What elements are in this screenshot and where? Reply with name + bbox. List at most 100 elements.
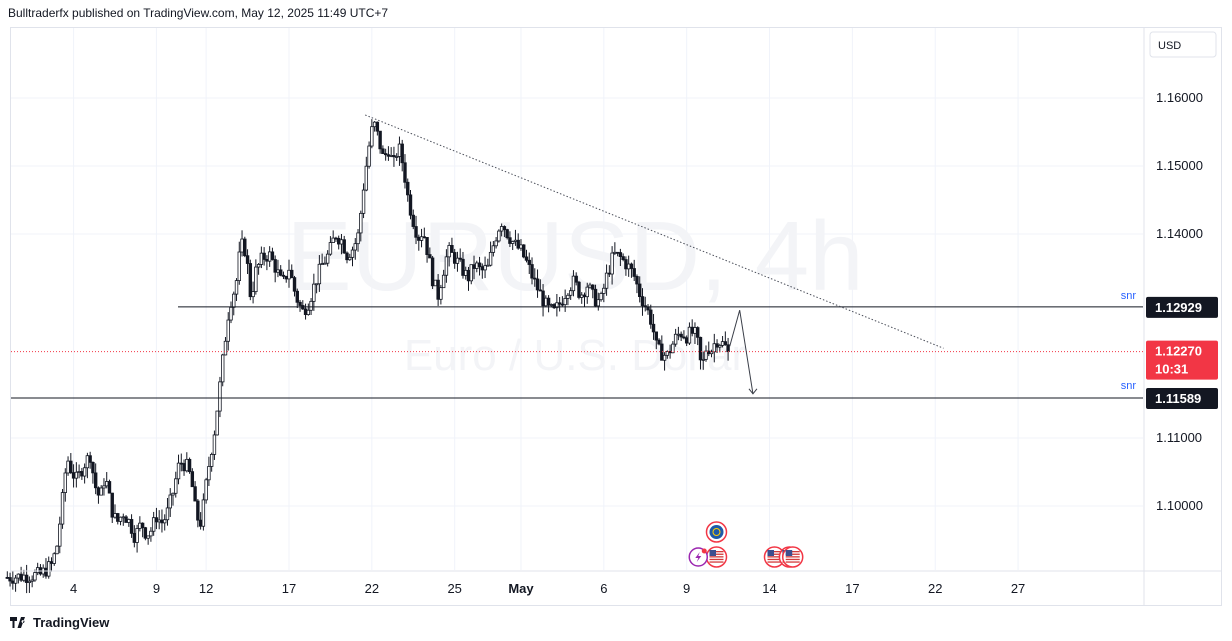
candle <box>243 236 247 258</box>
candle <box>524 249 529 263</box>
us-flag-event-icon[interactable] <box>705 546 728 568</box>
candle <box>121 513 125 526</box>
us-flag-event-icon[interactable] <box>763 546 786 568</box>
candle <box>356 229 360 252</box>
candle <box>566 293 570 306</box>
candle <box>317 255 322 292</box>
currency-box[interactable] <box>1149 31 1217 58</box>
candle <box>124 515 128 523</box>
horizontal-levels[interactable]: snr snr <box>11 290 1143 399</box>
time-axis[interactable]: 4 9 12 17 22 25 May 6 9 14 17 22 27 <box>70 581 1025 596</box>
candle <box>176 454 181 485</box>
lower-snr-badge: 1.11589 <box>1146 387 1218 409</box>
candle <box>232 291 236 316</box>
candle <box>461 251 465 279</box>
candle <box>165 497 170 526</box>
candle <box>276 259 280 278</box>
candle <box>654 331 658 350</box>
candle <box>577 280 581 300</box>
candle <box>63 468 67 502</box>
projection-arrow[interactable] <box>729 310 754 394</box>
candle <box>665 350 670 359</box>
candle <box>585 282 589 304</box>
svg-text:10:31: 10:31 <box>1155 362 1188 377</box>
candle <box>546 295 551 313</box>
candle <box>535 269 540 298</box>
candle <box>522 244 526 259</box>
candle <box>5 571 9 579</box>
candle <box>527 252 531 275</box>
candle <box>441 269 446 289</box>
candle <box>127 518 131 527</box>
candle <box>709 349 714 358</box>
event-markers[interactable] <box>688 521 804 568</box>
candle <box>408 190 413 220</box>
drawings[interactable] <box>365 114 944 395</box>
candle <box>397 136 402 166</box>
candle <box>571 270 576 297</box>
candle <box>91 461 95 484</box>
publish-header: Bulltraderfx published on TradingView.co… <box>8 6 389 20</box>
candle <box>635 274 639 294</box>
candle <box>66 456 70 476</box>
us-flag-event-icon[interactable] <box>781 546 804 568</box>
tradingview-logo[interactable]: TradingView <box>10 615 109 630</box>
candle <box>593 284 598 308</box>
candle <box>248 259 253 301</box>
candle <box>508 231 512 248</box>
time-tick-label: 14 <box>762 581 776 596</box>
snr-label-upper: snr <box>1121 290 1137 302</box>
candle <box>621 253 625 262</box>
candle <box>610 246 614 285</box>
candle <box>469 264 473 285</box>
candle <box>221 353 225 387</box>
candle <box>428 247 432 259</box>
candle <box>267 246 272 267</box>
candle <box>367 141 371 169</box>
candle <box>671 341 675 354</box>
candle <box>389 147 393 158</box>
price-axis[interactable]: 1.16000 1.15000 1.14000 1.11000 1.10000 <box>1156 90 1203 513</box>
candle <box>491 240 496 257</box>
svg-text:1.12270: 1.12270 <box>1155 344 1202 359</box>
candle <box>306 303 311 316</box>
candle <box>687 322 692 346</box>
candle <box>93 463 98 495</box>
globe-event-icon[interactable] <box>705 521 728 543</box>
candle <box>477 256 482 276</box>
candle <box>168 488 172 517</box>
candle <box>419 228 424 248</box>
trendline[interactable] <box>365 114 944 349</box>
candle <box>204 477 208 504</box>
candle <box>632 259 636 281</box>
candle <box>198 512 203 530</box>
candle <box>11 571 15 590</box>
candle <box>47 556 51 579</box>
time-tick-label: May <box>508 581 534 596</box>
candle <box>378 130 382 154</box>
candle <box>229 301 233 324</box>
candle <box>386 146 391 161</box>
candle <box>143 526 148 541</box>
candle <box>163 514 167 531</box>
candle <box>497 229 501 243</box>
watermark-symbol: EURUSD, 4h <box>286 201 863 311</box>
svg-text:1.12929: 1.12929 <box>1155 300 1202 315</box>
candle <box>77 464 81 479</box>
flash-event-icon[interactable] <box>688 547 709 567</box>
candle <box>563 289 567 312</box>
candle <box>118 516 123 526</box>
candle <box>245 249 250 275</box>
candle <box>538 279 543 292</box>
candle <box>13 574 18 592</box>
candle <box>375 121 380 136</box>
price-badges: 1.12929 1.12270 10:31 1.11589 <box>1146 296 1218 409</box>
candle <box>262 247 266 266</box>
candle <box>704 345 708 362</box>
candle <box>673 328 678 347</box>
candle <box>99 485 103 496</box>
candle <box>107 479 112 494</box>
candle <box>328 236 333 256</box>
candle <box>640 288 645 316</box>
